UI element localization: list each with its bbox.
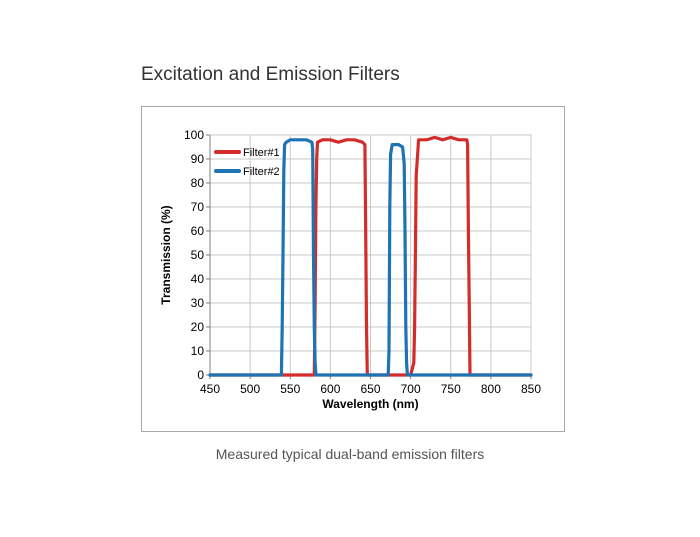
y-tick-label: 50 <box>191 248 205 262</box>
x-tick-label: 500 <box>240 382 260 396</box>
chart-frame <box>141 106 565 432</box>
series-lines <box>208 135 533 377</box>
x-tick-label: 850 <box>521 382 541 396</box>
grid-lines <box>209 134 532 376</box>
legend-label: Filter#2 <box>243 166 280 178</box>
x-axis-label: Wavelength (nm) <box>322 397 418 411</box>
y-tick-label: 10 <box>191 344 205 358</box>
x-tick-label: 750 <box>441 382 461 396</box>
legend: Filter#1 Filter#2 <box>214 147 280 178</box>
y-tick-label: 60 <box>191 224 205 238</box>
figure-title: Excitation and Emission Filters <box>141 64 400 85</box>
figure-caption: Measured typical dual-band emission filt… <box>215 446 485 462</box>
y-tick-label: 80 <box>191 176 205 190</box>
legend-label: Filter#1 <box>243 147 280 159</box>
x-tick-label: 800 <box>481 382 501 396</box>
y-tick-label: 90 <box>191 152 205 166</box>
x-tick-label: 600 <box>320 382 340 396</box>
y-axis-label: Transmission (%) <box>159 205 173 304</box>
x-tick-label: 550 <box>280 382 300 396</box>
x-tick-label: 700 <box>401 382 421 396</box>
y-tick-label: 0 <box>197 368 204 382</box>
y-tick-label: 20 <box>191 320 205 334</box>
y-tick-label: 40 <box>191 272 205 286</box>
y-tick-label: 30 <box>191 296 205 310</box>
x-tick-label: 650 <box>360 382 380 396</box>
x-tick-label: 450 <box>200 382 220 396</box>
tick-labels: 0 10 20 30 40 50 60 70 80 90 100 450 500 550 600 650 700… <box>184 128 541 396</box>
y-tick-label: 70 <box>191 200 205 214</box>
y-tick-label: 100 <box>184 128 204 142</box>
series-line-filter-2 <box>208 138 533 377</box>
